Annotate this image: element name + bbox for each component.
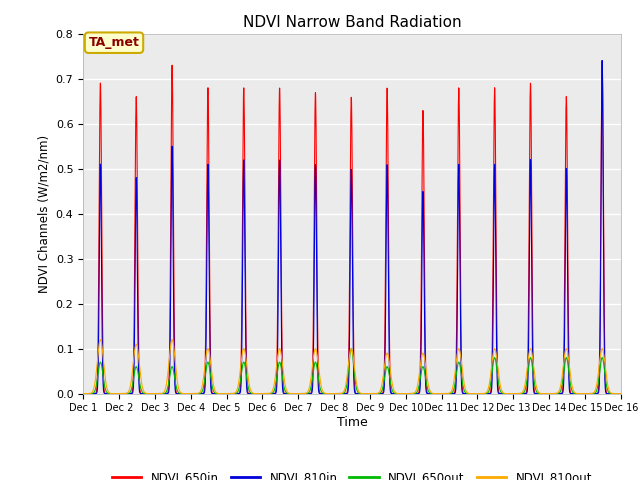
- X-axis label: Time: Time: [337, 416, 367, 429]
- Legend: NDVI_650in, NDVI_810in, NDVI_650out, NDVI_810out: NDVI_650in, NDVI_810in, NDVI_650out, NDV…: [107, 466, 597, 480]
- Y-axis label: NDVI Channels (W/m2/nm): NDVI Channels (W/m2/nm): [37, 134, 50, 293]
- Text: TA_met: TA_met: [88, 36, 140, 49]
- Title: NDVI Narrow Band Radiation: NDVI Narrow Band Radiation: [243, 15, 461, 30]
